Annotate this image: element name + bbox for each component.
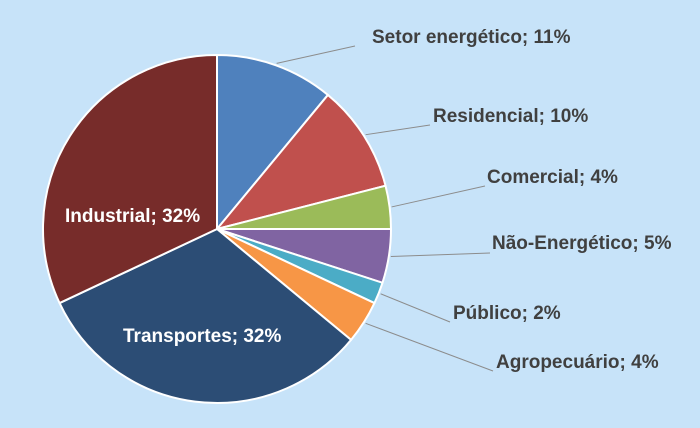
pie-slice-residencial (216, 93, 387, 230)
leader-line-2 (391, 185, 486, 208)
pie-slice-transportes (58, 228, 353, 405)
label-industrial: Industrial; 32% (65, 206, 200, 227)
pie-slice-industrial (41, 54, 218, 305)
label-comercial: Comercial; 4% (487, 167, 618, 188)
leader-line-5 (365, 322, 494, 372)
leader-line-0 (276, 45, 356, 64)
pie-slice-setor-energetico (216, 54, 329, 230)
leader-line-1 (365, 124, 431, 136)
leader-line-3 (390, 252, 491, 258)
label-agropecuario: Agropecuário; 4% (496, 352, 659, 373)
leader-lines (276, 45, 494, 372)
label-transportes: Transportes; 32% (123, 326, 281, 347)
leader-line-4 (380, 293, 451, 323)
pie-slices (41, 54, 392, 405)
label-residencial: Residencial; 10% (433, 106, 588, 127)
label-publico: Público; 2% (453, 303, 561, 324)
label-setor-energetico: Setor energético; 11% (372, 27, 571, 48)
label-nao-energetico: Não-Energético; 5% (492, 233, 672, 254)
